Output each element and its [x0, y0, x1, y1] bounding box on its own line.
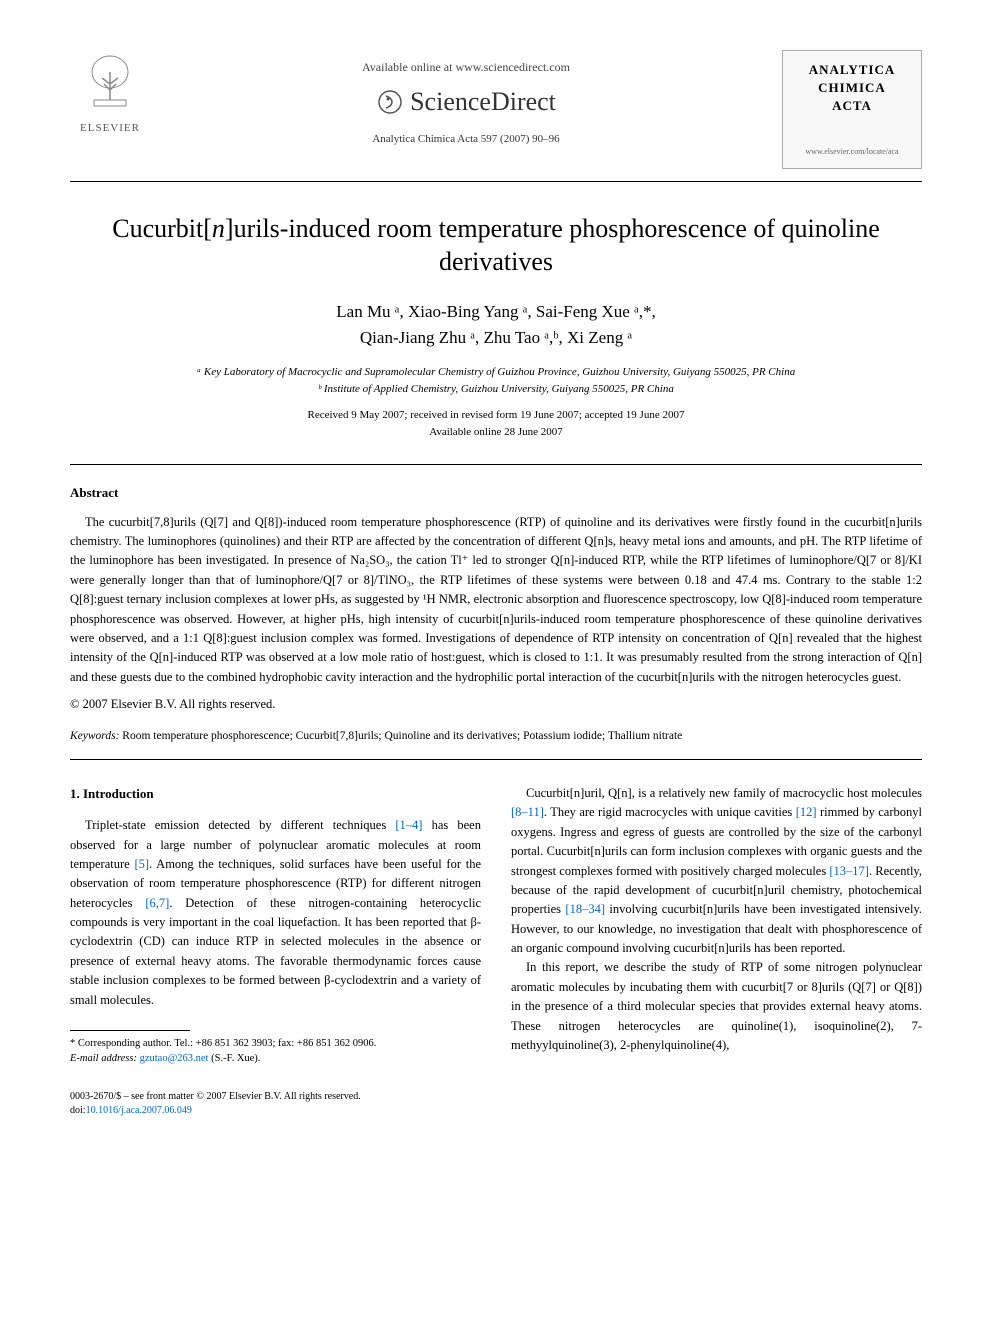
header-row: ELSEVIER Available online at www.science… — [70, 50, 922, 169]
citation-link[interactable]: [13–17] — [829, 864, 869, 878]
affiliations: ᵃ Key Laboratory of Macrocyclic and Supr… — [70, 364, 922, 397]
citation-link[interactable]: [5] — [134, 857, 149, 871]
footnote-corresponding: * Corresponding author. Tel.: +86 851 36… — [70, 1037, 481, 1052]
citation-link[interactable]: [6,7] — [145, 896, 169, 910]
email-link[interactable]: gzutao@263.net — [137, 1053, 209, 1064]
elsevier-logo: ELSEVIER — [70, 50, 150, 136]
column-right: Cucurbit[n]uril, Q[n], is a relatively n… — [511, 784, 922, 1066]
divider-bottom — [70, 759, 922, 760]
affiliation-a: ᵃ Key Laboratory of Macrocyclic and Supr… — [70, 364, 922, 381]
footer: 0003-2670/$ – see front matter © 2007 El… — [70, 1090, 922, 1118]
citation-link[interactable]: [1–4] — [395, 818, 422, 832]
journal-name-line3: ACTA — [789, 97, 915, 115]
intro-para-1: Triplet-state emission detected by diffe… — [70, 816, 481, 1010]
column-left: 1. Introduction Triplet-state emission d… — [70, 784, 481, 1066]
journal-title-box: ANALYTICA CHIMICA ACTA www.elsevier.com/… — [782, 50, 922, 169]
authors-line2: Qian-Jiang Zhu ᵃ, Zhu Tao ᵃ,ᵇ, Xi Zeng ᵃ — [70, 325, 922, 351]
divider-mid — [70, 464, 922, 465]
footer-copyright: 0003-2670/$ – see front matter © 2007 El… — [70, 1090, 922, 1104]
footnote-email: E-mail address: gzutao@263.net (S.-F. Xu… — [70, 1052, 481, 1067]
sciencedirect-text: ScienceDirect — [410, 82, 556, 121]
journal-name-line2: CHIMICA — [789, 79, 915, 97]
sciencedirect-icon — [376, 88, 404, 116]
abstract-text: The cucurbit[7,8]urils (Q[7] and Q[8])-i… — [70, 513, 922, 687]
sciencedirect-logo: ScienceDirect — [150, 82, 782, 121]
citation-link[interactable]: [18–34] — [565, 902, 605, 916]
journal-reference: Analytica Chimica Acta 597 (2007) 90–96 — [150, 131, 782, 148]
citation-link[interactable]: [8–11] — [511, 805, 544, 819]
article-title: Cucurbit[n]urils-induced room temperatur… — [70, 212, 922, 280]
journal-url: www.elsevier.com/locate/aca — [789, 146, 915, 158]
col2-para-1: Cucurbit[n]uril, Q[n], is a relatively n… — [511, 784, 922, 958]
elsevier-tree-icon — [80, 50, 140, 110]
affiliation-b: ᵇ Institute of Applied Chemistry, Guizho… — [70, 381, 922, 398]
email-label: E-mail address: — [70, 1053, 137, 1064]
abstract-heading: Abstract — [70, 483, 922, 503]
footnote-divider — [70, 1030, 190, 1031]
keywords-label: Keywords: — [70, 730, 119, 742]
dates: Received 9 May 2007; received in revised… — [70, 407, 922, 440]
divider-top — [70, 181, 922, 182]
elsevier-label: ELSEVIER — [70, 120, 150, 137]
keywords: Keywords: Room temperature phosphorescen… — [70, 728, 922, 745]
center-header: Available online at www.sciencedirect.co… — [150, 50, 782, 148]
authors-line1: Lan Mu ᵃ, Xiao-Bing Yang ᵃ, Sai-Feng Xue… — [70, 299, 922, 325]
footer-doi: doi:10.1016/j.aca.2007.06.049 — [70, 1104, 922, 1118]
citation-link[interactable]: [12] — [796, 805, 817, 819]
col2-para-2: In this report, we describe the study of… — [511, 958, 922, 1055]
keywords-text: Room temperature phosphorescence; Cucurb… — [119, 730, 682, 742]
dates-line1: Received 9 May 2007; received in revised… — [70, 407, 922, 424]
journal-name-line1: ANALYTICA — [789, 61, 915, 79]
doi-link[interactable]: 10.1016/j.aca.2007.06.049 — [86, 1105, 192, 1116]
two-column-body: 1. Introduction Triplet-state emission d… — [70, 784, 922, 1066]
intro-heading: 1. Introduction — [70, 784, 481, 804]
available-online-text: Available online at www.sciencedirect.co… — [150, 58, 782, 76]
dates-line2: Available online 28 June 2007 — [70, 424, 922, 441]
authors: Lan Mu ᵃ, Xiao-Bing Yang ᵃ, Sai-Feng Xue… — [70, 299, 922, 350]
copyright-line: © 2007 Elsevier B.V. All rights reserved… — [70, 695, 922, 714]
